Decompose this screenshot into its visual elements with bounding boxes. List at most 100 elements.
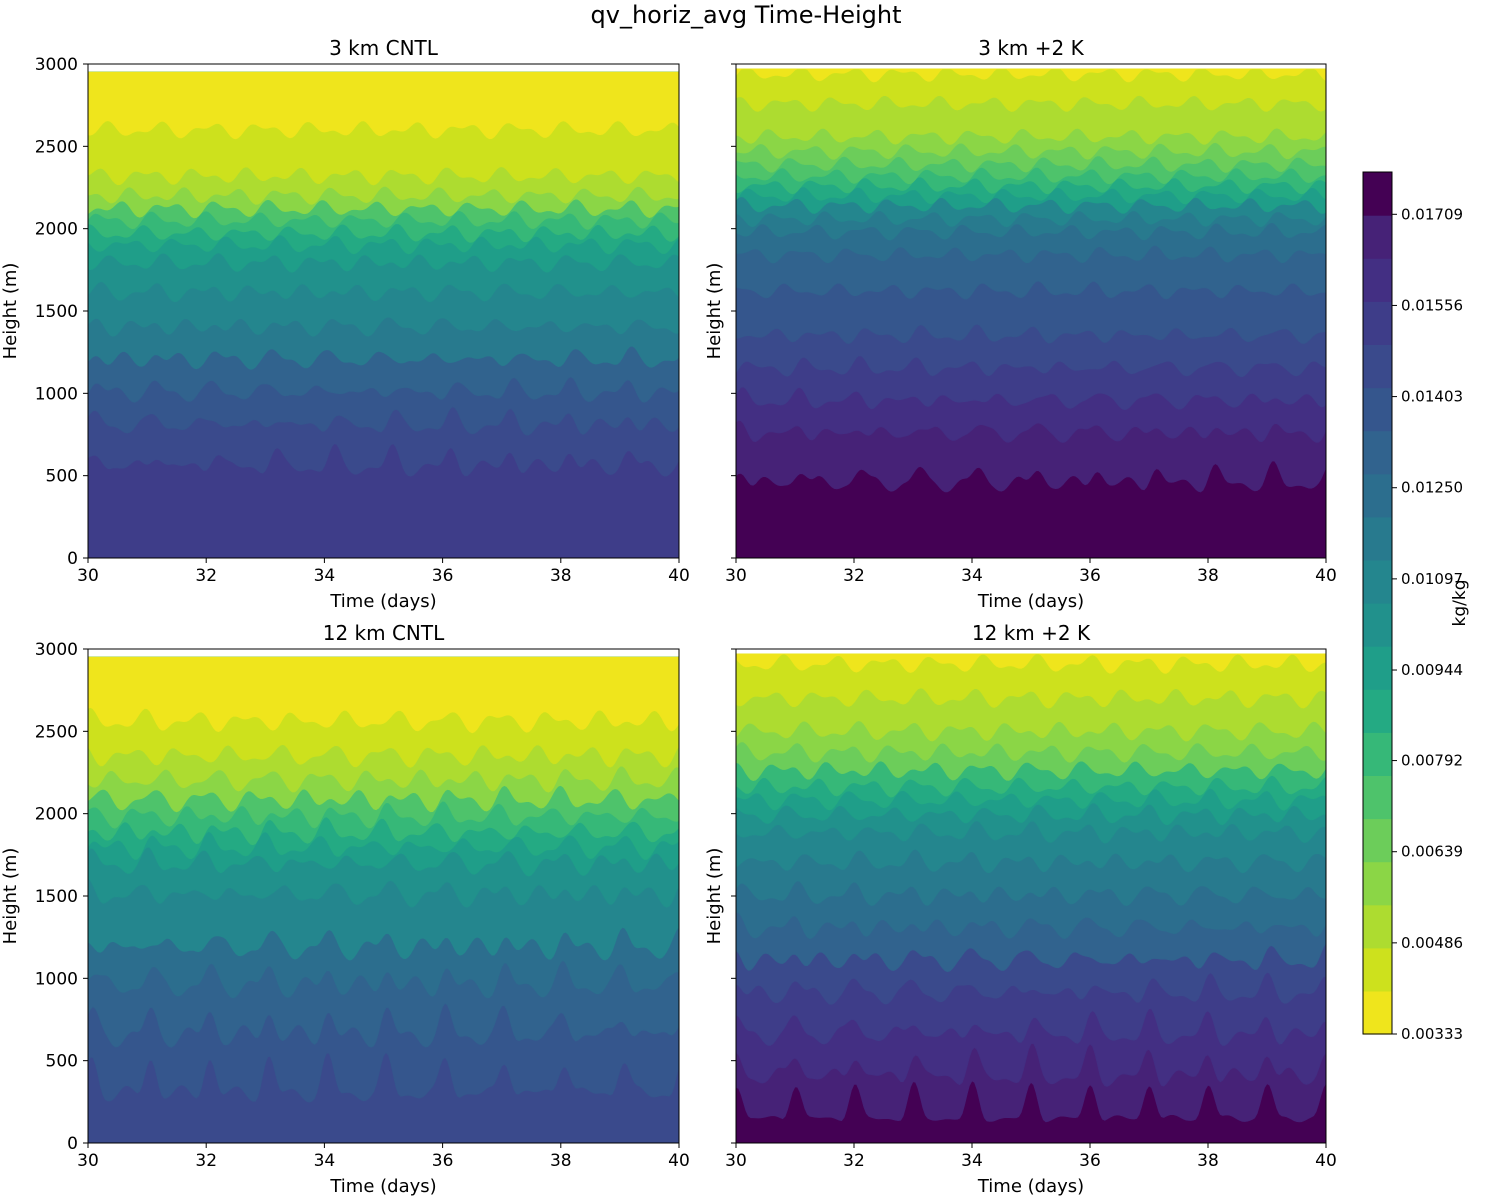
panels: 3 km CNTL 30 32 34 36 38 40 Time (days) 0 500 1000… [0,36,1337,1197]
subplot-2: 3 km +2 K 30 32 34 36 38 40 Time (days) Height (… [704,36,1337,612]
x-tick-label: 38 [1197,1151,1219,1171]
y-tick-label: 2500 [35,722,78,742]
colorbar-segment [1363,904,1392,949]
x-tick-label: 36 [432,566,454,586]
colorbar-segment [1363,603,1392,647]
figure-title: qv_horiz_avg Time-Height [591,1,902,29]
y-tick-label: 1500 [35,302,78,322]
x-tick-label: 34 [961,566,983,586]
colorbar-segment [1363,646,1392,690]
x-tick-label: 30 [725,1151,747,1171]
colorbar-label: kg/kg [1450,580,1470,627]
colorbar-tick-label: 0.01403 [1401,388,1463,406]
x-tick-label: 40 [668,566,690,586]
x-tick-label: 36 [1079,1151,1101,1171]
contour-field [736,68,1326,558]
colorbar-segment [1363,861,1392,906]
y-tick-label: 1000 [35,384,78,404]
x-tick-label: 32 [195,566,217,586]
subplot-title: 3 km +2 K [978,36,1084,60]
colorbar-tick-label: 0.01097 [1401,570,1463,588]
y-axis-label: Height (m) [704,263,725,360]
colorbar-tick-label: 0.00333 [1401,1025,1463,1043]
contour-field [736,653,1326,1143]
subplot-title: 3 km CNTL [329,36,439,60]
x-tick-label: 32 [843,1151,865,1171]
y-tick-label: 1500 [35,887,78,907]
x-tick-label: 32 [843,566,865,586]
x-tick-label: 38 [1197,566,1219,586]
contour-field [88,656,679,1143]
colorbar-segment [1363,689,1392,733]
y-tick-label: 2500 [35,137,78,157]
contour-band-0 [736,68,1326,83]
colorbar-segment [1363,473,1392,518]
x-tick-label: 30 [77,1151,99,1171]
colorbar: 0.00333 0.00486 0.00639 0.00792 0.00944 0.010… [1362,171,1470,1043]
x-tick-label: 32 [195,1151,217,1171]
x-axis-label: Time (days) [977,591,1084,612]
x-tick-label: 30 [725,566,747,586]
x-tick-label: 34 [314,1151,336,1171]
contour-band-1 [736,68,1326,112]
colorbar-tick-label: 0.00792 [1401,752,1463,770]
subplot-title: 12 km +2 K [972,621,1091,645]
x-tick-label: 38 [550,566,572,586]
colorbar-tick-label: 0.01709 [1401,205,1463,223]
colorbar-segment [1363,818,1392,863]
contour-field [88,71,679,558]
colorbar-segment [1363,387,1392,432]
contour-band-0 [736,653,1326,674]
colorbar-segment [1363,559,1392,604]
colorbar-segment [1363,516,1392,561]
x-tick-label: 40 [1315,1151,1337,1171]
colorbar-tick-label: 0.00486 [1401,934,1463,952]
y-axis-label: Height (m) [704,848,725,945]
contour-band-1 [736,653,1326,709]
x-tick-label: 36 [1079,566,1101,586]
contour-band-0 [88,71,679,140]
y-tick-label: 3000 [35,55,78,75]
contour-band-0 [88,656,679,734]
colorbar-frame [1362,171,1393,1035]
subplot-4: 12 km +2 K 30 32 34 36 38 40 Time (days) Height … [704,621,1337,1197]
y-tick-label: 2000 [35,805,78,825]
subplot-3: 12 km CNTL 30 32 34 36 38 40 Time (days) 0 500 100… [0,621,690,1197]
y-tick-label: 500 [46,1052,78,1072]
colorbar-tick-label: 0.01250 [1401,479,1463,497]
y-tick-label: 1000 [35,969,78,989]
colorbar-segment [1363,172,1392,216]
x-axis-label: Time (days) [329,1176,436,1197]
colorbar-segment [1363,430,1392,475]
colorbar-segment [1363,990,1392,1035]
colorbar-segment [1363,258,1392,302]
x-tick-label: 40 [668,1151,690,1171]
x-tick-label: 38 [550,1151,572,1171]
subplot-1: 3 km CNTL 30 32 34 36 38 40 Time (days) 0 500 1000… [0,36,690,612]
x-axis-label: Time (days) [977,1176,1084,1197]
colorbar-segment [1363,775,1392,820]
y-tick-label: 3000 [35,640,78,660]
colorbar-segment [1363,947,1392,992]
x-tick-label: 34 [314,566,336,586]
y-axis-label: Height (m) [0,263,21,360]
colorbar-segment [1363,301,1392,345]
x-tick-label: 36 [432,1151,454,1171]
x-tick-label: 30 [77,566,99,586]
colorbar-tick-label: 0.00944 [1401,661,1463,679]
colorbar-segment [1363,344,1392,389]
colorbar-segment [1363,215,1392,259]
y-tick-label: 2000 [35,220,78,240]
y-tick-label: 0 [67,549,78,569]
y-tick-label: 500 [46,467,78,487]
subplot-title: 12 km CNTL [323,621,445,645]
x-tick-label: 40 [1315,566,1337,586]
x-axis-label: Time (days) [329,591,436,612]
y-axis-label: Height (m) [0,848,21,945]
colorbar-tick-label: 0.01556 [1401,296,1463,314]
y-tick-label: 0 [67,1134,78,1154]
colorbar-segment [1363,732,1392,776]
x-tick-label: 34 [961,1151,983,1171]
colorbar-tick-label: 0.00639 [1401,843,1463,861]
